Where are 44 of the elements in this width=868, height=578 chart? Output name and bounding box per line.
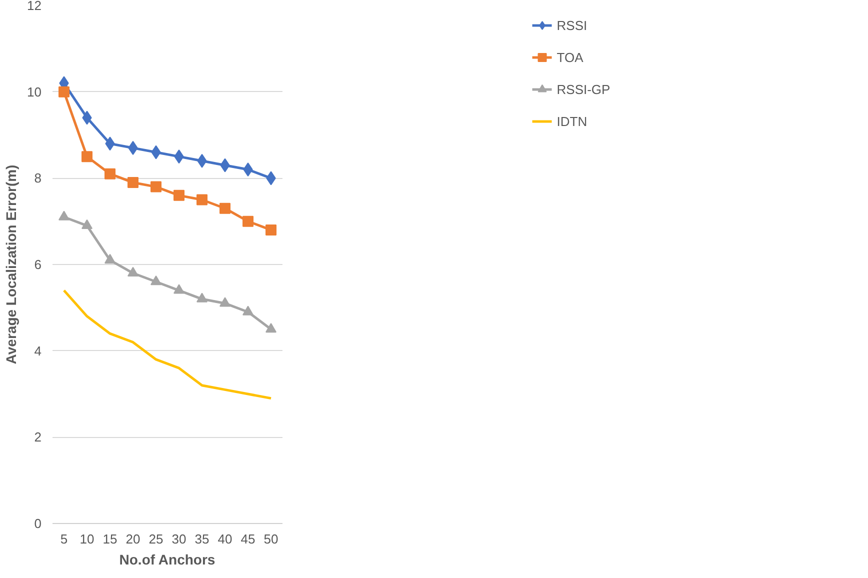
x-tick-label: 30: [172, 532, 186, 546]
point: [174, 190, 184, 201]
y-tick-label: 0: [34, 516, 42, 531]
y-tick-label: 10: [27, 84, 42, 100]
x-tick-label: 5: [60, 532, 68, 546]
x-tick-label: 15: [102, 532, 118, 546]
point: [150, 181, 162, 192]
x-tick-label: 25: [148, 532, 164, 546]
point: [128, 176, 138, 188]
point: [242, 306, 254, 316]
point: [104, 168, 116, 180]
x-axis-title: No.of Anchors: [119, 552, 216, 568]
point: [220, 202, 230, 214]
x-tick-label: 10: [80, 532, 94, 546]
legend-label: TOA: [556, 50, 584, 64]
point: [82, 151, 92, 162]
point: [104, 254, 116, 264]
point: [196, 292, 208, 302]
point: [58, 210, 70, 220]
legend-label: RSSI-GP: [556, 82, 610, 96]
y-tick-label: 4: [34, 343, 42, 358]
point: [242, 216, 254, 227]
x-tick-label: 20: [126, 532, 140, 546]
point: [266, 224, 276, 236]
y-tick-label: 6: [34, 257, 42, 272]
point: [150, 275, 162, 286]
point: [174, 284, 184, 294]
y-axis-title: Average Localization Error(m): [3, 164, 20, 364]
point: [82, 219, 92, 230]
legend-label: RSSI: [556, 18, 588, 32]
x-tick-label: 40: [218, 532, 232, 546]
point: [196, 194, 208, 206]
x-tick-label: 50: [264, 532, 278, 546]
y-tick-label: 2: [34, 430, 42, 445]
point: [220, 297, 230, 307]
point: [128, 266, 138, 277]
point: [266, 322, 276, 333]
x-tick-label: 45: [240, 532, 256, 546]
point: [58, 86, 70, 98]
legend-label: IDTN: [556, 114, 588, 128]
y-tick-label: 12: [27, 0, 42, 13]
y-tick-label: 8: [34, 170, 42, 186]
line-series: [62, 289, 272, 400]
x-tick-label: 35: [194, 532, 210, 546]
